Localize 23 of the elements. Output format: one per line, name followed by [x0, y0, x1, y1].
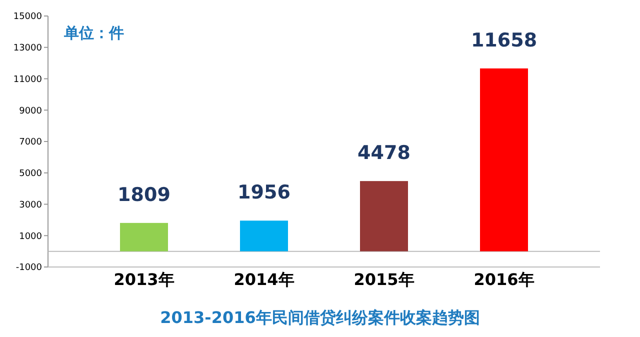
data-label: 1809	[118, 184, 170, 206]
y-tick-label: 15000	[13, 12, 42, 22]
annotation: 单位：件	[63, 24, 124, 42]
y-tick-label: 1000	[19, 232, 42, 242]
y-tick-label: 3000	[19, 200, 42, 210]
bar	[480, 68, 528, 252]
text: 2013-2016年民间借贷纠纷案件收案趋势图	[160, 308, 480, 327]
y-tick-label: -1000	[16, 263, 42, 274]
y-tick-label: 13000	[13, 44, 42, 54]
y-tick-label: 7000	[19, 138, 42, 148]
y-tick-label: 5000	[19, 169, 42, 180]
data-label: 11658	[470, 29, 538, 52]
x-tick-label: 2016年	[474, 270, 534, 289]
y-tick-label: 11000	[13, 74, 42, 85]
x-tick-label: 2014年	[234, 270, 294, 289]
data-label: 4478	[358, 142, 410, 164]
y-tick-label: 9000	[19, 106, 42, 116]
x-tick-label: 2013年	[114, 270, 174, 289]
x-tick-label: 2015年	[354, 270, 414, 289]
bar	[240, 220, 288, 252]
bar	[120, 222, 168, 252]
data-label: 1956	[238, 182, 290, 204]
bar	[360, 181, 408, 252]
